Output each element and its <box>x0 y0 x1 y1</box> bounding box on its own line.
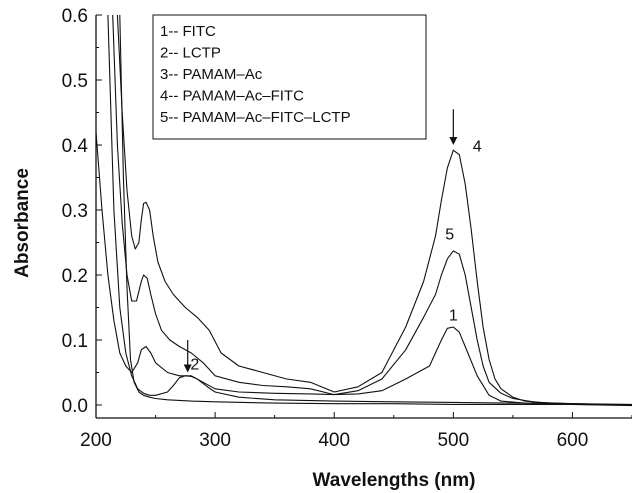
annotation-layer: 1 2 4 5 <box>190 139 481 374</box>
y-tick-label: 0.4 <box>62 136 89 157</box>
arrow-head <box>449 137 458 145</box>
legend: 1-- FITC 2-- LCTP 3-- PAMAM–Ac 4-- PAMAM–Ac… <box>152 14 427 140</box>
x-tick-label: 400 <box>318 430 350 451</box>
legend-entry: 1-- FITC <box>160 23 216 40</box>
series-line-3 <box>119 14 632 406</box>
legend-box <box>152 14 427 140</box>
series-line-4 <box>116 14 632 406</box>
legend-items: 1-- FITC 2-- LCTP 3-- PAMAM–Ac 4-- PAMAM–Ac… <box>160 23 351 126</box>
x-tick-label: 600 <box>557 430 589 451</box>
x-axis: 200 300 400 500 600 <box>80 412 632 451</box>
legend-entry: 5-- PAMAM–Ac–FITC–LCTP <box>160 109 351 126</box>
arrow-layer <box>183 109 458 373</box>
x-tick-label: 200 <box>80 430 112 451</box>
y-tick-label: 0.0 <box>62 396 88 417</box>
curve-label-2: 2 <box>190 356 199 373</box>
y-tick-label: 0.6 <box>62 6 88 27</box>
curve-label-1: 1 <box>449 308 458 325</box>
curve-label-4: 4 <box>473 139 482 156</box>
series-line-2 <box>107 14 632 405</box>
series-layer <box>96 14 632 407</box>
y-axis: 0.0 0.1 0.2 0.3 0.4 0.5 0.6 <box>62 6 102 418</box>
legend-entry: 4-- PAMAM–Ac–FITC <box>160 88 304 105</box>
x-tick-label: 500 <box>437 430 469 451</box>
y-tick-label: 0.1 <box>62 331 88 352</box>
series-line-1 <box>96 131 632 407</box>
x-axis-title: Wavelengths (nm) <box>313 470 476 491</box>
y-tick-label: 0.2 <box>62 266 88 287</box>
series-line-5 <box>112 14 632 406</box>
x-tick-label: 300 <box>199 430 231 451</box>
y-tick-label: 0.5 <box>62 71 88 92</box>
legend-entry: 3-- PAMAM–Ac <box>160 66 263 83</box>
curve-label-5: 5 <box>445 226 454 243</box>
y-axis-title: Absorbance <box>12 168 33 278</box>
legend-entry: 2-- LCTP <box>160 45 221 62</box>
y-tick-label: 0.3 <box>62 201 88 222</box>
arrow-head <box>183 364 192 373</box>
